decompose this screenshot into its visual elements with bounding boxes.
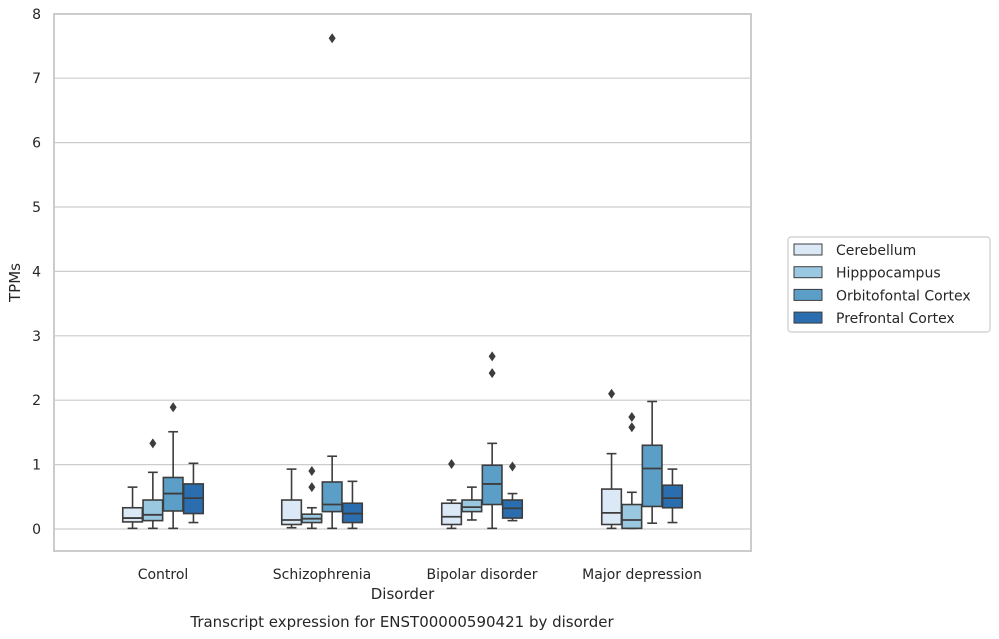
box-iqr — [461, 499, 483, 513]
outlier-point — [608, 388, 616, 399]
box-iqr — [142, 499, 164, 522]
legend-label: Prefrontal Cortex — [836, 311, 955, 327]
outlier-point — [628, 411, 636, 422]
y-tick-label: 5 — [32, 200, 41, 216]
box-hipppocampus-schizophrenia — [301, 466, 323, 530]
box-hipppocampus-control — [142, 438, 164, 530]
legend-swatch — [793, 266, 823, 279]
box-iqr — [481, 464, 503, 506]
box-orbitofontal-cortex-control — [162, 402, 184, 530]
outlier-point — [488, 351, 496, 362]
box-prefrontal-cortex-bipolar-disorder — [501, 461, 524, 522]
plot-frame — [53, 13, 752, 552]
x-tick-label: Bipolar disorder — [426, 567, 537, 583]
box-cerebellum-control — [121, 486, 144, 530]
box-cerebellum-major-depression — [600, 388, 623, 530]
box-iqr — [641, 444, 663, 508]
outlier-point — [308, 482, 316, 493]
box-orbitofontal-cortex-bipolar-disorder — [481, 351, 503, 530]
y-tick-label: 3 — [32, 329, 41, 345]
y-tick-label: 4 — [32, 264, 41, 280]
legend-label: Cerebellum — [836, 243, 916, 259]
x-axis-ticks: Control Schizophrenia Bipolar disorder Majo… — [138, 567, 702, 583]
legend-frame — [787, 236, 991, 333]
outlier-point — [448, 458, 456, 469]
box-iqr — [121, 506, 144, 523]
legend-label: Hipppocampus — [836, 266, 941, 282]
legend: Cerebellum Hipppocampus Orbitofontal Corte… — [787, 236, 991, 333]
legend-swatch — [793, 288, 823, 301]
outlier-point — [308, 466, 316, 477]
outlier-point — [488, 368, 496, 379]
box-plot-area — [121, 33, 684, 530]
box-orbitofontal-cortex-schizophrenia — [321, 33, 343, 530]
outlier-point — [508, 461, 516, 472]
box-prefrontal-cortex-control — [182, 462, 205, 524]
box-hipppocampus-bipolar-disorder — [461, 486, 483, 521]
box-iqr — [280, 499, 303, 526]
box-prefrontal-cortex-major-depression — [661, 468, 684, 524]
box-cerebellum-bipolar-disorder — [440, 458, 463, 530]
y-tick-label: 2 — [32, 393, 41, 409]
outlier-point — [328, 33, 336, 44]
y-axis-ticks: 0 1 2 3 4 5 6 7 8 — [32, 7, 41, 538]
legend-swatch — [793, 311, 823, 324]
box-hipppocampus-major-depression — [621, 411, 643, 530]
x-tick-label: Schizophrenia — [273, 567, 371, 583]
box-iqr — [321, 481, 343, 513]
x-axis-label: Disorder — [371, 585, 435, 603]
y-tick-label: 8 — [32, 7, 41, 23]
box-iqr — [600, 488, 623, 526]
legend-label: Orbitofontal Cortex — [836, 288, 971, 304]
box-prefrontal-cortex-schizophrenia — [341, 480, 364, 530]
outlier-point — [149, 438, 157, 449]
box-iqr — [661, 484, 684, 509]
box-iqr — [621, 503, 643, 530]
box-cerebellum-schizophrenia — [280, 468, 303, 529]
y-axis-label: TPMs — [6, 263, 24, 303]
outlier-point — [628, 422, 636, 433]
y-tick-label: 7 — [32, 71, 41, 87]
y-tick-label: 0 — [32, 522, 41, 538]
box-iqr — [440, 502, 463, 526]
outlier-point — [169, 402, 177, 413]
box-orbitofontal-cortex-major-depression — [641, 400, 663, 525]
x-tick-label: Major depression — [582, 567, 702, 583]
legend-swatch — [793, 243, 823, 256]
y-tick-label: 6 — [32, 136, 41, 152]
y-tick-label: 1 — [32, 458, 41, 474]
chart-caption: Transcript expression for ENST0000059042… — [189, 613, 614, 631]
x-tick-label: Control — [138, 567, 189, 583]
